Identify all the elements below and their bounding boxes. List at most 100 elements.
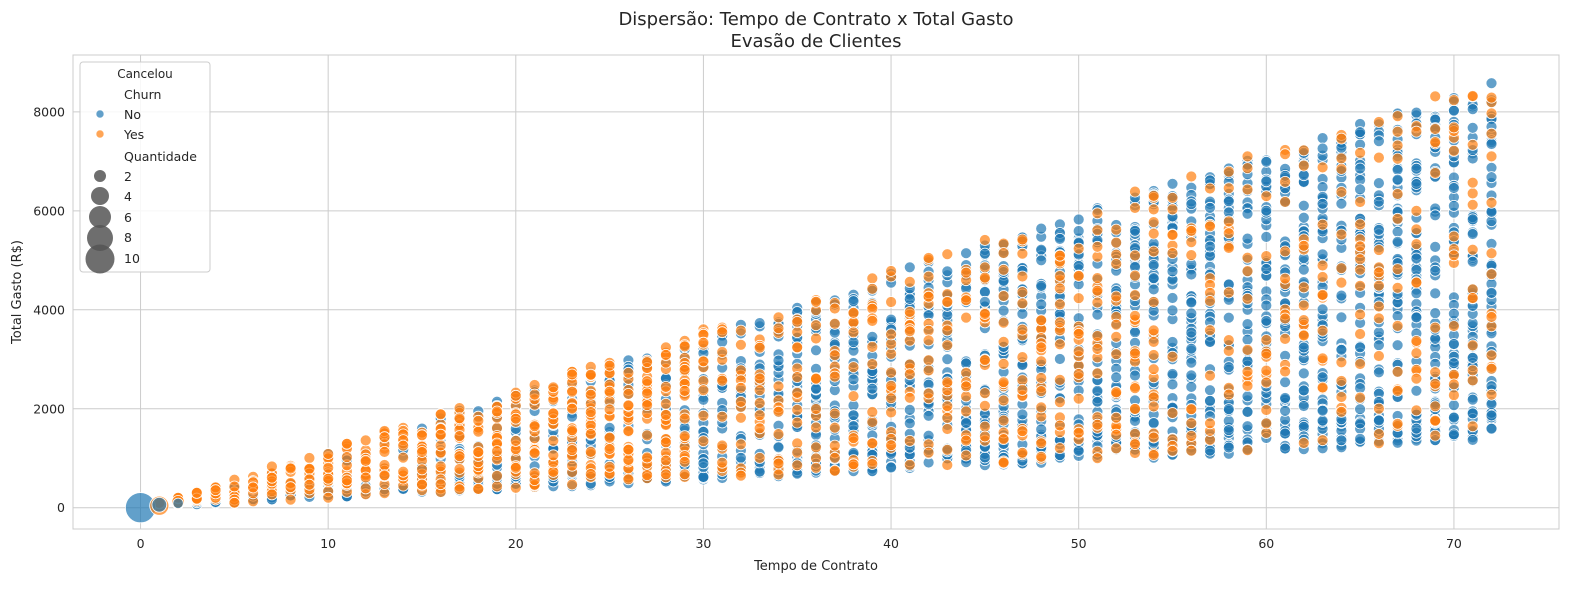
point-no bbox=[1297, 400, 1310, 412]
point-yes bbox=[716, 326, 729, 339]
point-no bbox=[1448, 199, 1460, 212]
point-yes bbox=[753, 384, 766, 397]
point-no bbox=[1466, 255, 1479, 268]
point-yes bbox=[1316, 271, 1329, 283]
point-yes bbox=[1279, 332, 1291, 345]
point-yes bbox=[1391, 417, 1404, 430]
point-no bbox=[1185, 326, 1198, 339]
x-tick-label: 10 bbox=[320, 536, 336, 551]
point-yes bbox=[922, 334, 935, 347]
point-yes bbox=[322, 461, 335, 474]
point-yes bbox=[1429, 123, 1442, 135]
point-yes bbox=[1297, 329, 1310, 342]
point-yes bbox=[678, 430, 691, 443]
point-yes bbox=[753, 422, 766, 435]
point-yes bbox=[1091, 240, 1104, 253]
point-no bbox=[1354, 183, 1366, 196]
point-yes bbox=[622, 399, 635, 412]
point-yes bbox=[1448, 320, 1460, 332]
point-no bbox=[772, 441, 785, 454]
point-no bbox=[941, 353, 954, 366]
point-yes bbox=[1222, 165, 1235, 178]
point-yes bbox=[453, 430, 466, 443]
point-yes bbox=[1279, 195, 1291, 208]
point-yes bbox=[1147, 245, 1160, 258]
point-yes bbox=[1410, 276, 1423, 289]
legend-size-label-2: 2 bbox=[124, 169, 132, 184]
point-no bbox=[1448, 357, 1460, 370]
point-no bbox=[1316, 404, 1329, 417]
point-yes bbox=[1429, 90, 1442, 103]
point-no bbox=[1091, 308, 1104, 321]
point-no bbox=[1485, 138, 1498, 150]
legend-hue-title: Churn bbox=[124, 87, 161, 102]
point-yes bbox=[1279, 175, 1291, 188]
point-yes bbox=[979, 308, 991, 320]
point-yes bbox=[1110, 411, 1123, 424]
point-yes bbox=[378, 469, 391, 482]
point-yes bbox=[284, 481, 297, 494]
point-yes bbox=[810, 319, 822, 332]
point-yes bbox=[941, 423, 954, 435]
point-yes bbox=[359, 471, 372, 484]
point-no bbox=[1410, 178, 1423, 190]
point-yes bbox=[265, 460, 278, 473]
point-no bbox=[1204, 384, 1216, 397]
point-yes bbox=[1035, 372, 1048, 384]
point-yes bbox=[641, 469, 653, 482]
point-yes bbox=[641, 399, 653, 412]
point-yes bbox=[903, 391, 916, 404]
point-yes bbox=[1147, 296, 1160, 308]
point-yes bbox=[1222, 215, 1235, 228]
point-no bbox=[1373, 366, 1385, 379]
point-no bbox=[1166, 265, 1179, 278]
point-no bbox=[1448, 399, 1460, 412]
point-yes bbox=[1110, 290, 1123, 303]
point-yes bbox=[960, 449, 972, 462]
point-yes bbox=[979, 354, 991, 367]
point-yes bbox=[1072, 368, 1085, 380]
point-yes bbox=[1110, 386, 1123, 399]
point-yes bbox=[922, 290, 935, 303]
point-yes bbox=[697, 435, 710, 448]
point-no bbox=[922, 409, 935, 422]
point-yes bbox=[1316, 218, 1329, 231]
point-yes bbox=[1466, 364, 1479, 377]
point-yes bbox=[1316, 352, 1329, 365]
point-no bbox=[979, 286, 991, 298]
point-yes bbox=[1016, 286, 1029, 299]
point-yes bbox=[753, 451, 766, 464]
point-yes bbox=[1279, 365, 1291, 378]
legend-label-no: No bbox=[124, 107, 141, 122]
legend-label-yes: Yes bbox=[123, 127, 144, 142]
point-yes bbox=[303, 462, 316, 475]
point-yes bbox=[960, 380, 972, 393]
point-yes bbox=[1204, 295, 1216, 307]
point-no bbox=[1448, 411, 1460, 424]
point-yes bbox=[641, 429, 653, 442]
point-yes bbox=[1373, 116, 1385, 128]
point-yes bbox=[491, 445, 503, 458]
point-no bbox=[1166, 304, 1179, 317]
point-yes bbox=[1166, 407, 1179, 419]
point-yes bbox=[735, 469, 747, 482]
point-yes bbox=[903, 325, 916, 338]
point-yes bbox=[509, 389, 522, 402]
point-yes bbox=[922, 270, 935, 283]
point-no bbox=[885, 461, 897, 474]
legend-size-title: Quantidade bbox=[124, 149, 197, 164]
point-yes bbox=[1429, 400, 1442, 413]
point-no bbox=[810, 382, 822, 395]
point-yes bbox=[791, 446, 804, 459]
y-tick-label: 8000 bbox=[33, 104, 65, 119]
y-axis-label: Total Gasto (R$) bbox=[10, 240, 25, 345]
point-yes bbox=[997, 263, 1010, 276]
point-no bbox=[1391, 163, 1404, 176]
point-yes bbox=[847, 326, 860, 339]
point-yes bbox=[941, 376, 954, 389]
point-yes bbox=[1485, 268, 1498, 281]
point-yes bbox=[772, 405, 785, 418]
point-yes bbox=[1391, 365, 1404, 378]
point-yes bbox=[1354, 308, 1366, 321]
